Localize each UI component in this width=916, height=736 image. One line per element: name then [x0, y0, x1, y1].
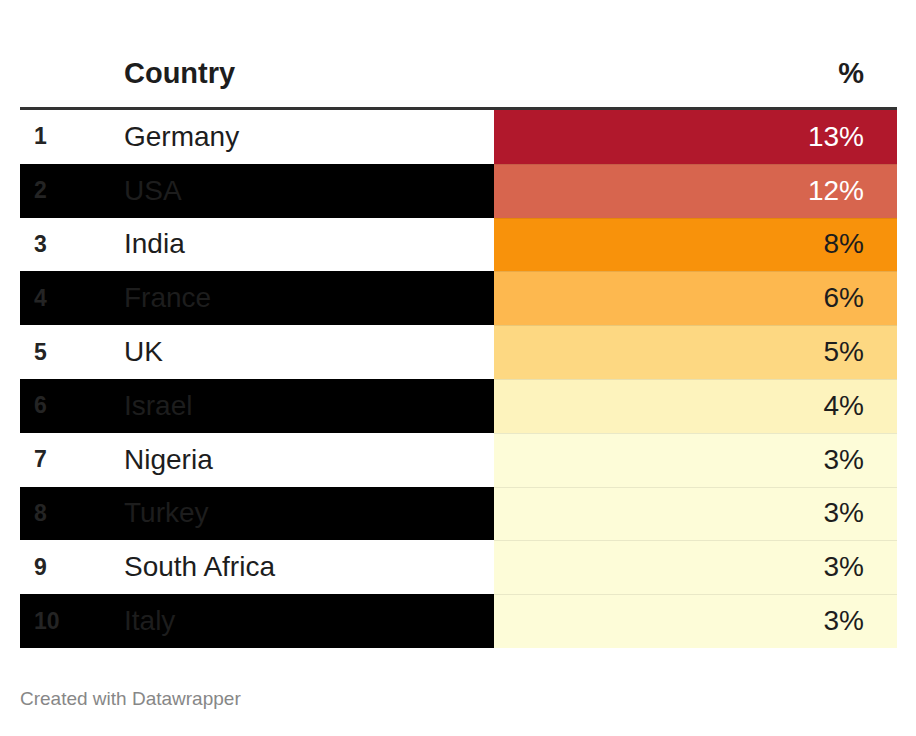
country-cell: South Africa	[124, 540, 494, 594]
rank-cell: 5	[20, 325, 124, 379]
rank-cell: 6	[20, 379, 124, 433]
country-cell: France	[124, 271, 494, 325]
rank-cell: 1	[20, 110, 124, 164]
value-cell: 3%	[494, 487, 897, 541]
value-cell: 8%	[494, 218, 897, 272]
rank-cell: 3	[20, 218, 124, 272]
country-cell: Italy	[124, 594, 494, 648]
country-cell: India	[124, 218, 494, 272]
value-cell: 13%	[494, 110, 897, 164]
value-cell: 4%	[494, 379, 897, 433]
value-cell: 3%	[494, 540, 897, 594]
value-cell: 3%	[494, 594, 897, 648]
rank-cell: 8	[20, 487, 124, 541]
country-cell: Nigeria	[124, 433, 494, 487]
table-row: 7 Nigeria 3%	[20, 433, 897, 487]
table-row: 6 Israel 4%	[20, 379, 897, 433]
rank-cell: 9	[20, 540, 124, 594]
table-row: 10 Italy 3%	[20, 594, 897, 648]
column-header-country: Country	[124, 57, 235, 90]
table-body: 1 Germany 13% 2 USA 12% 3 India 8% 4 Fra…	[20, 110, 897, 648]
table-row: 9 South Africa 3%	[20, 540, 897, 594]
table-row: 4 France 6%	[20, 271, 897, 325]
table-header: Country %	[20, 40, 897, 110]
table-row: 2 USA 12%	[20, 164, 897, 218]
datawrapper-credit-link[interactable]: Created with Datawrapper	[20, 688, 241, 710]
value-cell: 5%	[494, 325, 897, 379]
country-cell: UK	[124, 325, 494, 379]
rank-cell: 2	[20, 164, 124, 218]
table-row: 5 UK 5%	[20, 325, 897, 379]
table-row: 8 Turkey 3%	[20, 487, 897, 541]
value-cell: 6%	[494, 271, 897, 325]
value-cell: 3%	[494, 433, 897, 487]
country-cell: Turkey	[124, 487, 494, 541]
country-cell: USA	[124, 164, 494, 218]
table-row: 1 Germany 13%	[20, 110, 897, 164]
table-row: 3 India 8%	[20, 218, 897, 272]
value-cell: 12%	[494, 164, 897, 218]
column-header-percent: %	[838, 57, 864, 90]
country-cell: Germany	[124, 110, 494, 164]
rank-cell: 7	[20, 433, 124, 487]
rank-cell: 4	[20, 271, 124, 325]
rank-cell: 10	[20, 594, 124, 648]
ranking-table: Country % 1 Germany 13% 2 USA 12% 3 Indi…	[20, 40, 897, 648]
country-cell: Israel	[124, 379, 494, 433]
